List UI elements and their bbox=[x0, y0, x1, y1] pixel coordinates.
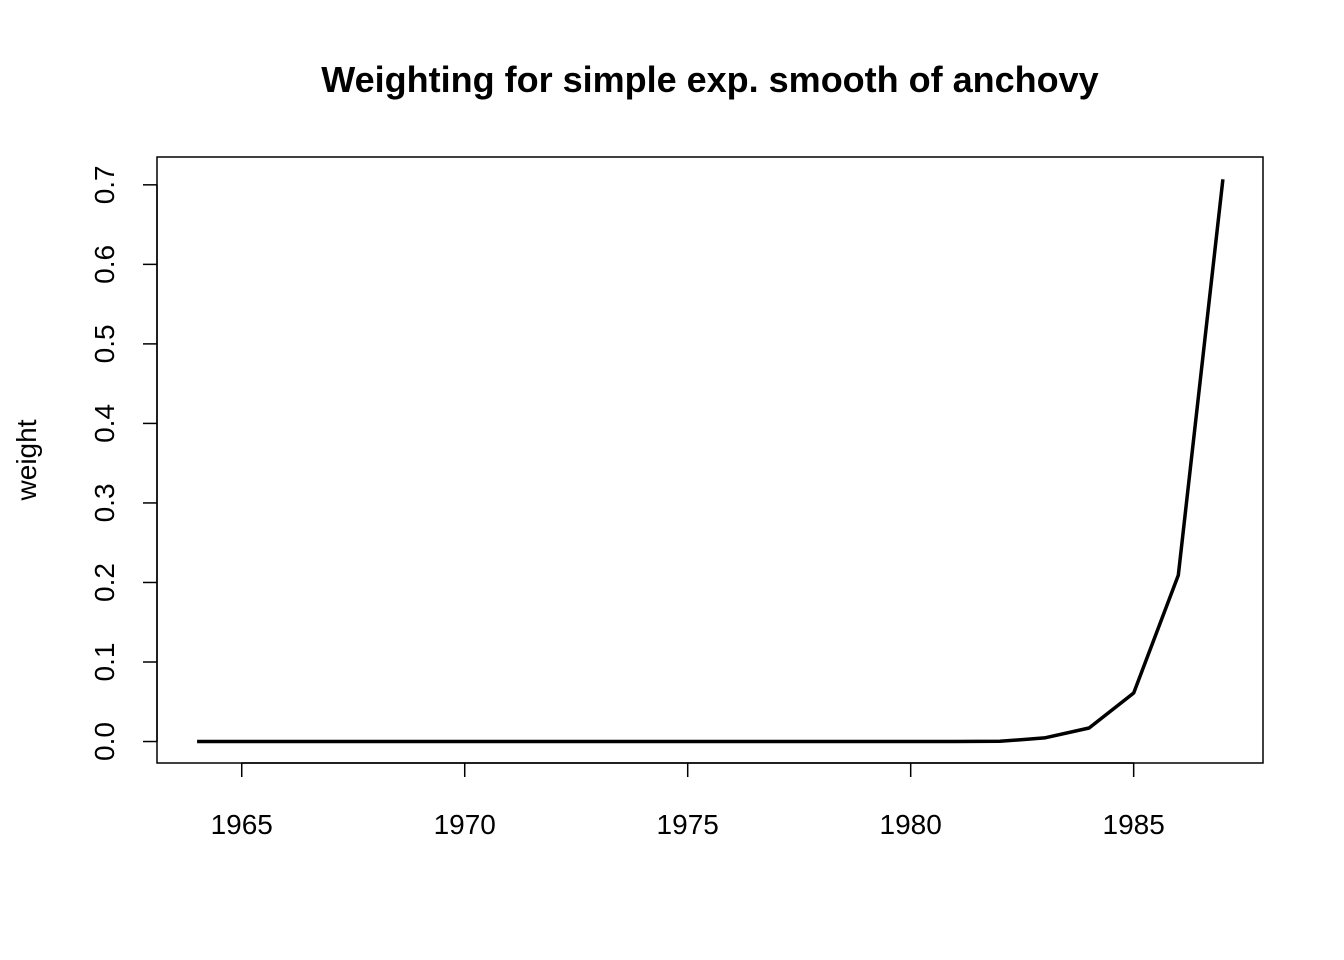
y-tick-label: 0.3 bbox=[89, 483, 120, 522]
x-tick-label: 1975 bbox=[657, 809, 719, 840]
y-axis: 0.0 0.1 0.2 0.3 0.4 0.5 0.6 0.7 bbox=[89, 165, 158, 761]
y-tick-label: 0.1 bbox=[89, 643, 120, 682]
x-tick-label: 1985 bbox=[1103, 809, 1165, 840]
y-tick-label: 0.5 bbox=[89, 324, 120, 363]
x-tick-label: 1980 bbox=[880, 809, 942, 840]
y-tick-label: 0.7 bbox=[89, 165, 120, 204]
y-tick-label: 0.2 bbox=[89, 563, 120, 602]
plot-frame bbox=[156, 156, 1264, 764]
y-axis-label: weight bbox=[11, 419, 42, 501]
series-layer bbox=[197, 179, 1225, 744]
series-line bbox=[197, 179, 1225, 744]
x-tick-label: 1970 bbox=[434, 809, 496, 840]
x-tick-label: 1965 bbox=[211, 809, 273, 840]
y-tick-label: 0.0 bbox=[89, 722, 120, 761]
x-axis: 1965 1970 1975 1980 1985 bbox=[211, 762, 1165, 840]
y-tick-label: 0.6 bbox=[89, 245, 120, 284]
y-tick-label: 0.4 bbox=[89, 404, 120, 443]
chart-title: Weighting for simple exp. smooth of anch… bbox=[321, 59, 1098, 100]
